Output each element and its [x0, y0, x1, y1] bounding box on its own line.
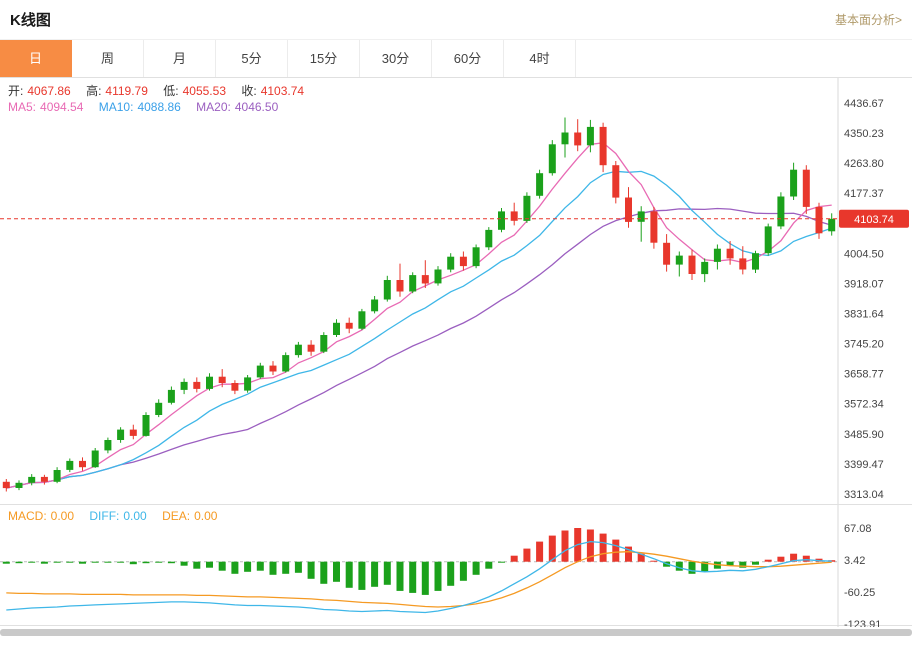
svg-text:3399.47: 3399.47 — [844, 459, 884, 471]
macd-legend: MACD: 0.00 DIFF: 0.00 DEA: 0.00 — [8, 509, 221, 523]
tab-month[interactable]: 月 — [144, 40, 216, 77]
ma5-value: 4094.54 — [40, 100, 84, 114]
svg-text:4103.74: 4103.74 — [854, 214, 894, 226]
tab-4hour[interactable]: 4时 — [504, 40, 576, 77]
tab-30min[interactable]: 30分 — [360, 40, 432, 77]
macd-value: 0.00 — [50, 509, 75, 523]
close-value: 4103.74 — [260, 84, 305, 98]
ma20-value: 4046.50 — [234, 100, 279, 114]
open-value: 4067.86 — [27, 84, 71, 98]
page-title: K线图 — [10, 12, 51, 29]
svg-text:3313.04: 3313.04 — [844, 489, 884, 501]
dea-label: DEA: — [162, 509, 191, 523]
tab-week[interactable]: 周 — [72, 40, 144, 77]
svg-text:4436.67: 4436.67 — [844, 98, 884, 110]
fundamental-analysis-link[interactable]: 基本面分析> — [834, 13, 902, 27]
svg-text:3918.07: 3918.07 — [844, 278, 884, 290]
macd-chart-svg: 67.08 3.42 -60.25 -123.91 — [0, 505, 912, 627]
diff-value: 0.00 — [123, 509, 147, 523]
low-label: 低: — [163, 84, 179, 98]
svg-text:3485.90: 3485.90 — [844, 429, 884, 441]
horizontal-scrollbar[interactable] — [0, 629, 912, 636]
svg-text:3658.77: 3658.77 — [844, 369, 884, 381]
svg-text:4004.50: 4004.50 — [844, 248, 884, 260]
close-label: 收: — [241, 84, 257, 98]
dea-value: 0.00 — [194, 509, 218, 523]
ma10-value: 4088.86 — [137, 100, 181, 114]
svg-text:3572.34: 3572.34 — [844, 399, 884, 411]
open-label: 开: — [8, 84, 24, 98]
svg-text:-60.25: -60.25 — [844, 587, 875, 599]
ohlc-legend: 开: 4067.86 高: 4119.79 低: 4055.53 收: 4103.74 — [8, 82, 308, 99]
page-header: K线图 基本面分析> — [0, 0, 912, 40]
chart-area: 开: 4067.86 高: 4119.79 低: 4055.53 收: 4103.74 … — [0, 78, 912, 636]
main-chart-svg: 4436.67 4350.23 4263.80 4177.37 4004.50 3918.… — [0, 78, 912, 504]
macd-label: MACD: — [8, 509, 47, 523]
tab-day[interactable]: 日 — [0, 40, 72, 77]
svg-text:4177.37: 4177.37 — [844, 188, 884, 200]
ma5-label: MA5: — [8, 100, 37, 114]
tab-5min[interactable]: 5分 — [216, 40, 288, 77]
svg-text:3.42: 3.42 — [844, 555, 865, 567]
tab-15min[interactable]: 15分 — [288, 40, 360, 77]
svg-text:4263.80: 4263.80 — [844, 158, 884, 170]
svg-text:67.08: 67.08 — [844, 523, 872, 535]
timeframe-tabs: 日 周 月 5分 15分 30分 60分 4时 — [0, 40, 912, 78]
ma10-label: MA10: — [98, 100, 134, 114]
diff-label: DIFF: — [89, 509, 120, 523]
ma-legend: MA5: 4094.54 MA10: 4088.86 MA20: 4046.50 — [8, 100, 282, 114]
svg-text:4350.23: 4350.23 — [844, 128, 884, 140]
low-value: 4055.53 — [182, 84, 226, 98]
svg-text:3745.20: 3745.20 — [844, 339, 884, 351]
ma20-label: MA20: — [196, 100, 231, 114]
macd-panel[interactable]: MACD: 0.00 DIFF: 0.00 DEA: 0.00 67.08 3.42 -6… — [0, 504, 912, 627]
high-label: 高: — [86, 84, 102, 98]
high-value: 4119.79 — [105, 84, 148, 98]
svg-text:3831.64: 3831.64 — [844, 309, 884, 321]
candlestick-chart[interactable]: 开: 4067.86 高: 4119.79 低: 4055.53 收: 4103.74 … — [0, 78, 912, 504]
svg-text:-123.91: -123.91 — [844, 619, 881, 627]
tab-60min[interactable]: 60分 — [432, 40, 504, 77]
